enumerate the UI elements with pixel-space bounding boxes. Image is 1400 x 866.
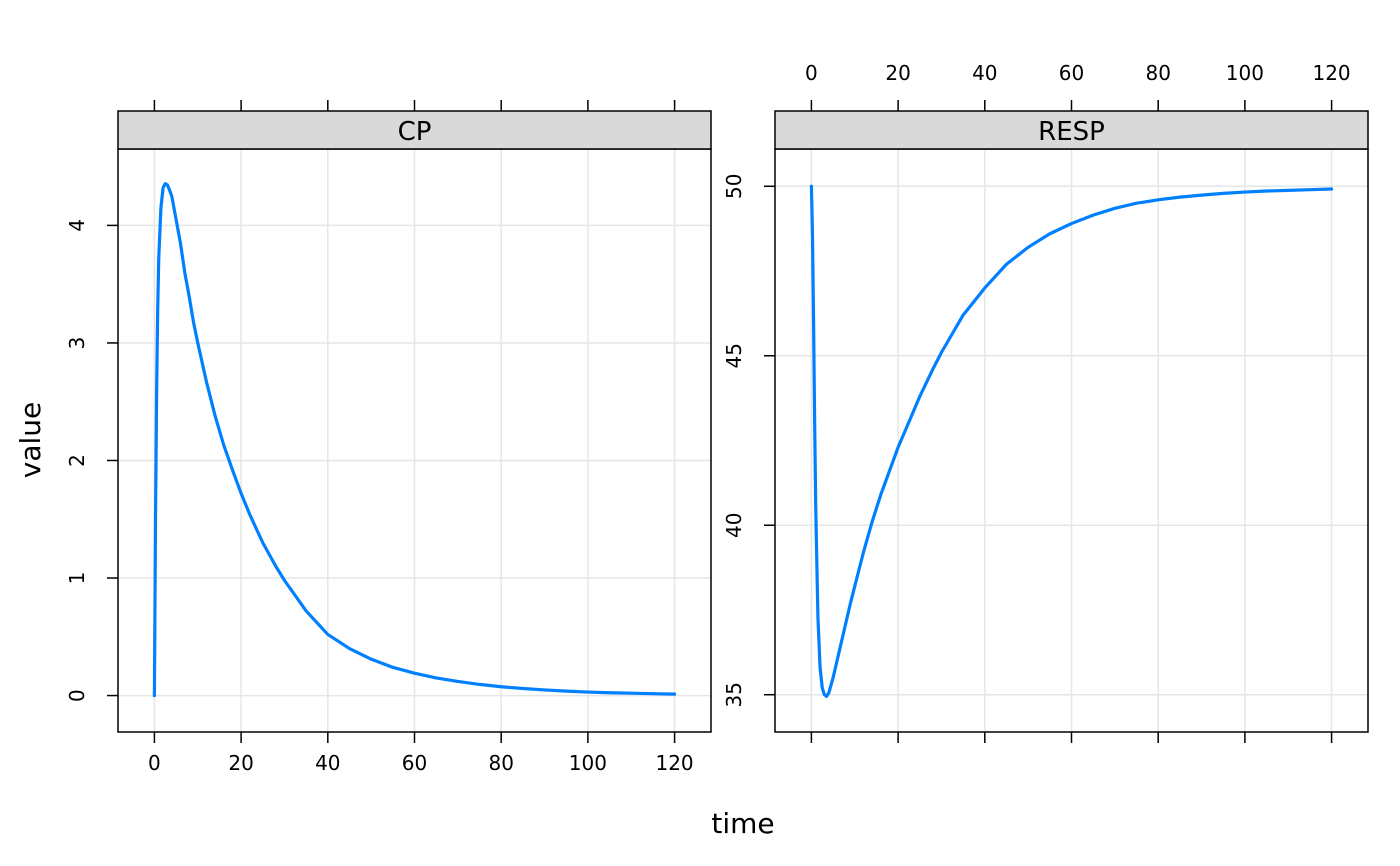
series-line-cp <box>152 182 677 698</box>
strip-cp <box>117 110 712 150</box>
y-tick-label: 4 <box>65 219 89 232</box>
y-tick-label: 45 <box>722 343 746 368</box>
y-tick-label: 1 <box>65 572 89 585</box>
x-tick-label: 120 <box>1312 61 1350 85</box>
y-tick-label: 35 <box>722 682 746 707</box>
x-tick-label: 60 <box>402 751 427 775</box>
x-tick-label: 20 <box>228 751 253 775</box>
x-axis-title: time <box>711 807 774 840</box>
y-tick-label: 50 <box>722 174 746 199</box>
y-axis-title: value <box>14 402 47 478</box>
strip-label-resp: RESP <box>1038 117 1105 147</box>
x-tick-label: 20 <box>885 61 910 85</box>
x-tick-label: 120 <box>655 751 693 775</box>
series-line-resp <box>809 184 1334 699</box>
x-tick-label: 100 <box>1226 61 1264 85</box>
x-tick-label: 0 <box>148 751 161 775</box>
strip-label-cp: CP <box>398 117 432 147</box>
x-tick-label: 100 <box>569 751 607 775</box>
y-tick-label: 3 <box>65 337 89 350</box>
x-tick-label: 40 <box>315 751 340 775</box>
y-tick-label: 0 <box>65 689 89 702</box>
x-tick-label: 80 <box>1145 61 1170 85</box>
panel-cp: CP 0 20 40 60 80 100 120 0 1 2 3 4 <box>65 100 712 775</box>
panels: CP 0 20 40 60 80 100 120 0 1 2 3 4 RESP 0 20 40 60 80 100 12… <box>65 61 1369 775</box>
x-tick-label: 40 <box>972 61 997 85</box>
panel-resp: RESP 0 20 40 60 80 100 120 35 40 45 50 <box>722 61 1369 743</box>
y-tick-label: 2 <box>65 454 89 467</box>
x-tick-label: 80 <box>488 751 513 775</box>
y-tick-label: 40 <box>722 513 746 538</box>
x-tick-label: 60 <box>1059 61 1084 85</box>
x-tick-label: 0 <box>805 61 818 85</box>
